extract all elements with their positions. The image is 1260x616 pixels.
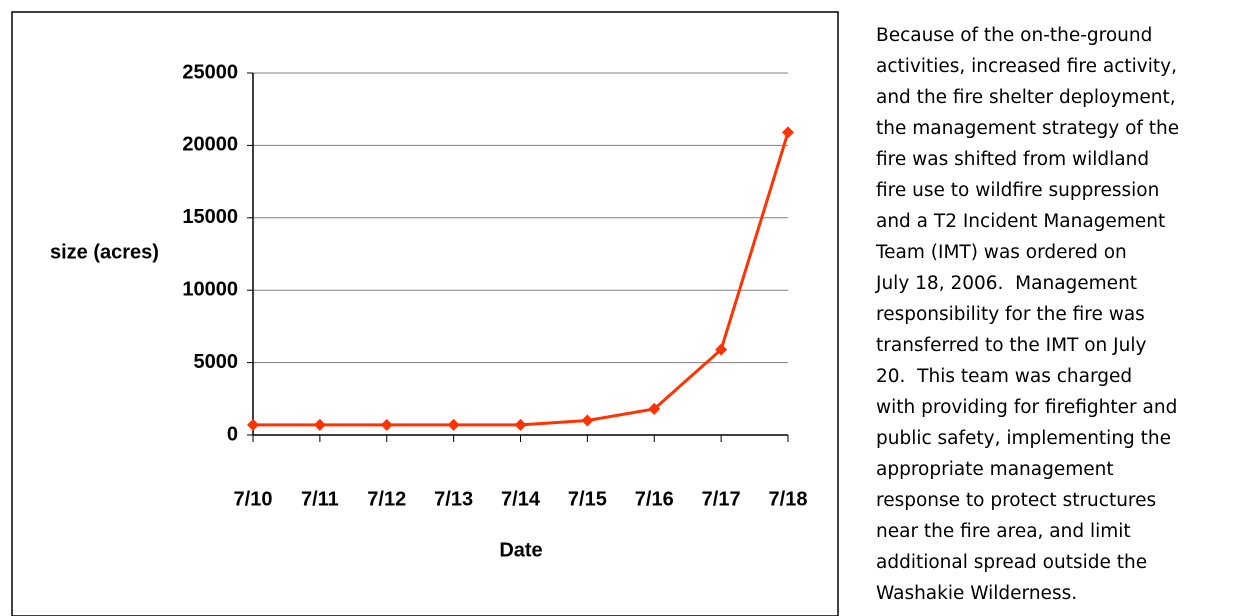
- marker: [782, 126, 794, 139]
- y-tick-label: 25000: [182, 61, 238, 83]
- text-line: and the fire shelter deployment,: [876, 87, 1176, 108]
- x-tick-label: 7/14: [501, 488, 541, 510]
- x-tick-label: 7/12: [367, 488, 406, 510]
- text-line: fire was shifted from wildland: [876, 149, 1150, 170]
- marker: [313, 418, 326, 431]
- text-line: appropriate management: [876, 459, 1114, 480]
- text-line: Washakie Wilderness.: [876, 583, 1078, 604]
- x-tick-label: 7/18: [769, 488, 808, 510]
- marker: [447, 418, 460, 431]
- marker: [380, 418, 393, 431]
- y-tick-label: 0: [227, 423, 238, 445]
- x-tick-label: 7/13: [434, 488, 473, 510]
- chart-frame: [11, 11, 839, 616]
- x-tick-label: 7/17: [702, 488, 741, 510]
- text-line: additional spread outside the: [876, 552, 1148, 573]
- text-line: 20. This team was charged: [876, 366, 1133, 387]
- text-line: with providing for firefighter and: [876, 397, 1178, 418]
- text-line: fire use to wildfire suppression: [876, 180, 1160, 201]
- marker: [247, 418, 259, 431]
- marker: [648, 402, 661, 415]
- x-tick-label: 7/15: [568, 488, 607, 510]
- marker: [715, 343, 728, 356]
- text-line: Because of the on-the-ground: [876, 25, 1153, 46]
- y-tick-label: 15000: [182, 206, 238, 228]
- text-line: transferred to the IMT on July: [876, 335, 1147, 356]
- text-line: the management strategy of the: [876, 118, 1180, 139]
- text-line: Team (IMT) was ordered on: [876, 242, 1127, 263]
- x-axis-label: Date: [499, 539, 542, 561]
- text-line: and a T2 Incident Management: [876, 211, 1166, 232]
- marker: [581, 414, 594, 427]
- x-tick-label: 7/16: [635, 488, 674, 510]
- description: Because of the on-the-ground activities, …: [876, 20, 1260, 609]
- x-tick-label: 7/10: [234, 488, 273, 510]
- y-tick-label: 5000: [194, 351, 239, 373]
- y-axis-label: size (acres): [50, 241, 159, 263]
- text-line: July 18, 2006. Management: [876, 273, 1138, 294]
- y-tick-label: 20000: [182, 134, 238, 156]
- text-line: near the fire area, and limit: [876, 521, 1131, 542]
- text-line: response to protect structures: [876, 490, 1157, 511]
- chart: size (acres) Date 0 5000 10000 15000 20000 25…: [11, 11, 839, 616]
- text-line: responsibility for the fire was: [876, 304, 1145, 325]
- y-tick-label: 10000: [182, 278, 238, 300]
- x-tick-label: 7/11: [301, 488, 339, 510]
- text-line: activities, increased fire activity,: [876, 56, 1177, 77]
- text-line: public safety, implementing the: [876, 428, 1172, 449]
- marker: [514, 418, 527, 431]
